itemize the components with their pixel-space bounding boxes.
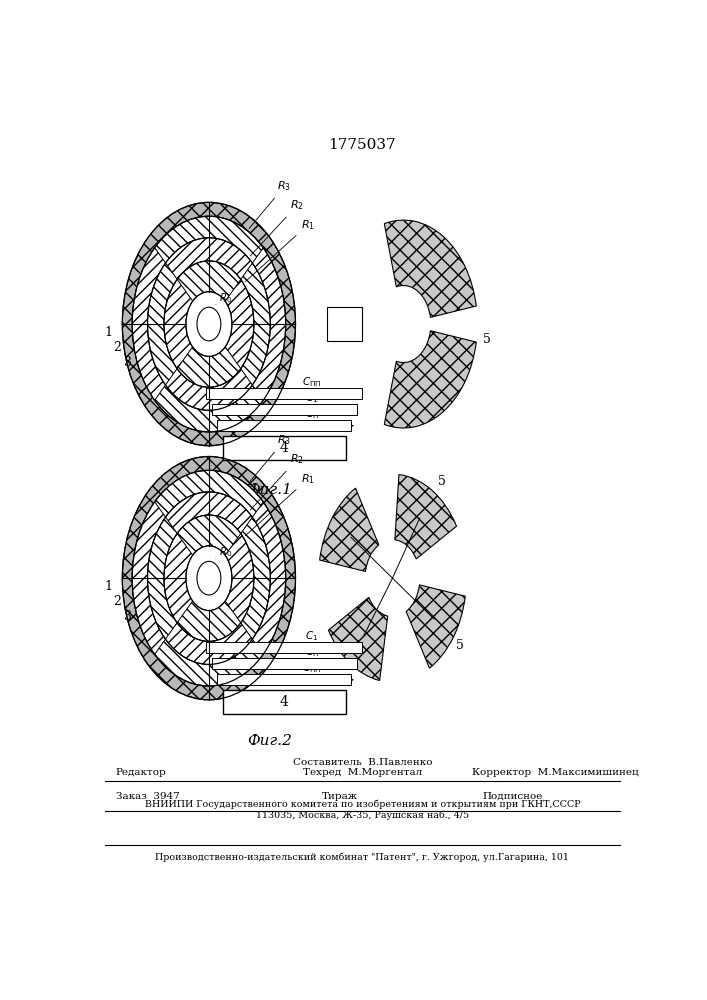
Wedge shape bbox=[177, 515, 240, 555]
Bar bbox=[223, 436, 346, 460]
Text: $C_1$: $C_1$ bbox=[305, 391, 318, 405]
Text: 1775037: 1775037 bbox=[329, 138, 396, 152]
Circle shape bbox=[197, 307, 221, 341]
Bar bbox=[217, 420, 351, 431]
Wedge shape bbox=[395, 475, 457, 559]
Wedge shape bbox=[132, 248, 165, 400]
Text: $C_1$: $C_1$ bbox=[305, 629, 318, 643]
Wedge shape bbox=[164, 279, 192, 369]
Text: $R_2$: $R_2$ bbox=[250, 453, 304, 510]
Text: Техред  М.Моргентал: Техред М.Моргентал bbox=[303, 768, 422, 777]
Wedge shape bbox=[385, 331, 477, 428]
Wedge shape bbox=[329, 597, 387, 681]
Wedge shape bbox=[240, 263, 270, 385]
Wedge shape bbox=[226, 534, 254, 623]
Text: Фиг.1: Фиг.1 bbox=[247, 483, 291, 497]
Text: 5: 5 bbox=[456, 639, 464, 652]
Wedge shape bbox=[165, 623, 252, 664]
Circle shape bbox=[197, 561, 221, 595]
Wedge shape bbox=[155, 470, 263, 517]
Text: Составитель  В.Павленко: Составитель В.Павленко bbox=[293, 758, 432, 767]
Text: 4: 4 bbox=[280, 441, 288, 455]
Text: 3: 3 bbox=[124, 356, 132, 369]
Wedge shape bbox=[148, 517, 177, 639]
Bar bbox=[211, 658, 357, 669]
Text: $C_{\Pi}$: $C_{\Pi}$ bbox=[305, 407, 319, 421]
Text: 5: 5 bbox=[483, 333, 491, 346]
Text: $C_{\Pi\Pi}$: $C_{\Pi\Pi}$ bbox=[302, 661, 322, 675]
Wedge shape bbox=[240, 517, 270, 639]
Bar bbox=[211, 404, 357, 415]
Text: 5: 5 bbox=[438, 475, 445, 488]
Text: 3: 3 bbox=[124, 610, 132, 624]
Text: 113035, Москва, Ж-35, Раушская наб., 4/5: 113035, Москва, Ж-35, Раушская наб., 4/5 bbox=[256, 811, 469, 820]
Text: Корректор  М.Максимишинец: Корректор М.Максимишинец bbox=[472, 768, 638, 777]
Text: $R_2$: $R_2$ bbox=[250, 199, 304, 256]
Wedge shape bbox=[155, 216, 263, 263]
Text: $R_0$: $R_0$ bbox=[216, 291, 232, 305]
Wedge shape bbox=[165, 492, 252, 534]
Text: Заказ  3947: Заказ 3947 bbox=[116, 792, 180, 801]
Text: $R_0$: $R_0$ bbox=[216, 545, 232, 559]
Wedge shape bbox=[165, 238, 252, 279]
Wedge shape bbox=[177, 347, 240, 387]
Bar bbox=[327, 307, 362, 341]
Wedge shape bbox=[177, 261, 240, 301]
Wedge shape bbox=[226, 279, 254, 369]
Text: ВНИИПИ Государственного комитета по изобретениям и открытиям при ГКНТ,СССР: ВНИИПИ Государственного комитета по изоб… bbox=[144, 799, 580, 809]
Bar bbox=[206, 388, 363, 399]
Bar bbox=[217, 674, 351, 685]
Text: 2: 2 bbox=[113, 595, 121, 608]
Text: Тираж: Тираж bbox=[322, 792, 358, 801]
Wedge shape bbox=[155, 639, 263, 686]
Text: $C_{\Pi\Pi}$: $C_{\Pi\Pi}$ bbox=[302, 375, 322, 389]
Text: Фиг.2: Фиг.2 bbox=[247, 734, 291, 748]
Wedge shape bbox=[385, 220, 477, 317]
Text: 1: 1 bbox=[105, 326, 112, 339]
Text: Редактор: Редактор bbox=[116, 768, 167, 777]
Wedge shape bbox=[252, 502, 286, 654]
Wedge shape bbox=[177, 601, 240, 641]
Wedge shape bbox=[155, 385, 263, 432]
Text: $R_1$: $R_1$ bbox=[245, 218, 315, 282]
Text: Подписное: Подписное bbox=[483, 792, 543, 801]
Wedge shape bbox=[320, 488, 379, 571]
Wedge shape bbox=[122, 456, 296, 700]
Text: $R_3$: $R_3$ bbox=[249, 433, 291, 483]
Text: $R_1$: $R_1$ bbox=[245, 472, 315, 536]
Wedge shape bbox=[252, 248, 286, 400]
Text: 1: 1 bbox=[105, 580, 112, 593]
Bar bbox=[206, 642, 363, 653]
Text: 2: 2 bbox=[113, 341, 121, 354]
Text: 4: 4 bbox=[280, 695, 288, 709]
Wedge shape bbox=[165, 369, 252, 410]
Wedge shape bbox=[164, 534, 192, 623]
Wedge shape bbox=[148, 263, 177, 385]
Bar bbox=[223, 690, 346, 714]
Text: $R_3$: $R_3$ bbox=[249, 179, 291, 229]
Text: Производственно-издательский комбинат "Патент", г. Ужгород, ул.Гагарина, 101: Производственно-издательский комбинат "П… bbox=[156, 852, 569, 862]
Wedge shape bbox=[407, 585, 465, 668]
Text: $C_{\Pi}$: $C_{\Pi}$ bbox=[305, 645, 319, 659]
Wedge shape bbox=[122, 202, 296, 446]
Wedge shape bbox=[132, 502, 165, 654]
